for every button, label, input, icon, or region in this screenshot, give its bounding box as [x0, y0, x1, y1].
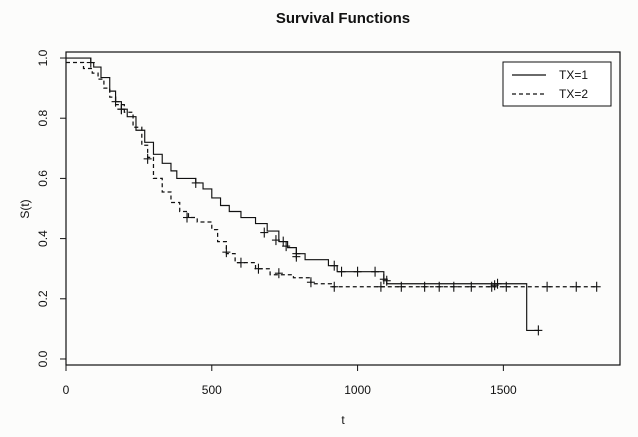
legend-label-tx2: TX=2 — [559, 87, 588, 101]
censor-mark-1-5 — [260, 227, 269, 238]
censor-mark-2-5 — [236, 257, 245, 268]
y-tick-label-0: 0.0 — [36, 350, 50, 367]
chart-title: Survival Functions — [276, 10, 410, 27]
censor-mark-1-17 — [534, 325, 543, 336]
x-axis: 0 500 1000 1500 — [63, 365, 517, 397]
censor-mark-2-1 — [117, 104, 126, 115]
y-axis: 0.0 0.2 0.4 0.6 0.8 1.0 — [36, 49, 66, 367]
plot-area-frame — [65, 51, 621, 366]
censor-mark-1-10 — [292, 251, 301, 262]
censor-mark-2-12 — [420, 281, 429, 292]
censor-mark-2-8 — [306, 277, 315, 288]
censor-mark-2-4 — [222, 247, 231, 258]
legend-label-tx1: TX=1 — [559, 68, 588, 82]
censor-mark-2-6 — [254, 263, 263, 274]
survival-series — [66, 57, 601, 336]
censor-mark-2-10 — [376, 281, 385, 292]
survival-curve-tx-1 — [66, 57, 539, 331]
y-tick-label-4: 0.8 — [36, 110, 50, 127]
censor-mark-1-6 — [271, 235, 280, 246]
y-axis-label: S(t) — [18, 199, 32, 218]
x-tick-label-1: 500 — [202, 383, 222, 397]
censor-mark-1-12 — [337, 266, 346, 277]
censor-mark-2-22 — [592, 281, 601, 292]
series-tx-1 — [66, 57, 543, 336]
censor-mark-2-2 — [143, 153, 152, 164]
y-tick-label-2: 0.4 — [36, 230, 50, 247]
censor-mark-2-18 — [493, 278, 502, 289]
x-tick-label-0: 0 — [63, 383, 70, 397]
censor-mark-1-1 — [86, 57, 95, 68]
censor-mark-2-3 — [183, 212, 192, 223]
y-tick-label-1: 0.2 — [36, 290, 50, 307]
x-tick-label-2: 1000 — [344, 383, 371, 397]
censor-mark-2-7 — [274, 268, 283, 279]
series-tx-2 — [66, 61, 601, 292]
censor-mark-1-13 — [353, 266, 362, 277]
censor-mark-1-16 — [382, 275, 391, 286]
censor-mark-1-8 — [282, 241, 291, 252]
censor-mark-2-11 — [397, 281, 406, 292]
censor-mark-1-11 — [330, 260, 339, 271]
censor-mark-1-4 — [191, 177, 200, 188]
x-tick-label-3: 1500 — [490, 383, 517, 397]
y-tick-label-3: 0.6 — [36, 170, 50, 187]
censor-mark-2-15 — [467, 281, 476, 292]
censor-mark-1-14 — [371, 266, 380, 277]
censor-mark-2-14 — [449, 281, 458, 292]
legend: TX=1 TX=2 — [502, 61, 612, 107]
legend-box — [502, 61, 612, 107]
censor-mark-2-9 — [330, 281, 339, 292]
censor-mark-2-13 — [435, 281, 444, 292]
censor-mark-2-19 — [502, 281, 511, 292]
y-tick-label-5: 1.0 — [36, 49, 50, 66]
censor-mark-2-20 — [543, 281, 552, 292]
x-axis-label: t — [341, 413, 345, 427]
censor-mark-2-21 — [572, 281, 581, 292]
